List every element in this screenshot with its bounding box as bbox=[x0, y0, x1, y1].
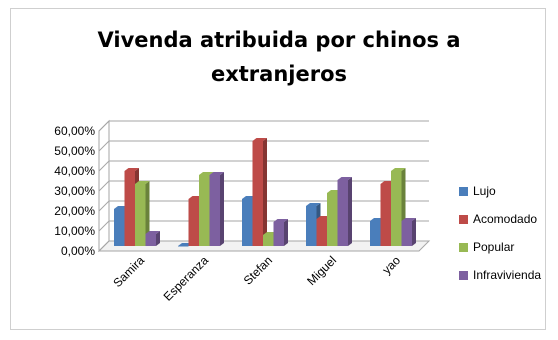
bar-front bbox=[242, 199, 253, 246]
bar-top bbox=[199, 172, 214, 175]
y-tick-label: 60,00% bbox=[54, 124, 95, 138]
bar bbox=[135, 181, 150, 246]
bar-front bbox=[401, 221, 412, 246]
bar bbox=[209, 172, 224, 246]
bar-top bbox=[124, 168, 139, 171]
category-label: Samira bbox=[110, 253, 147, 290]
legend-label: Infravivienda bbox=[473, 268, 542, 282]
bar-front bbox=[370, 221, 381, 246]
bar-front bbox=[263, 235, 274, 246]
bar-front bbox=[124, 171, 135, 246]
bar-side bbox=[412, 218, 416, 246]
y-tick-label: 20,00% bbox=[54, 204, 95, 218]
chart-title: Vivenda atribuida por chinos a extranjer… bbox=[11, 23, 547, 91]
bar-top bbox=[273, 219, 288, 222]
chart-frame: Vivenda atribuida por chinos a extranjer… bbox=[10, 8, 546, 330]
bar-top bbox=[252, 138, 267, 141]
bar-front bbox=[273, 222, 284, 246]
legend-item: Infravivienda bbox=[459, 261, 541, 289]
legend-label: Lujo bbox=[473, 184, 496, 198]
gridline-depth bbox=[98, 140, 110, 152]
bar-side bbox=[145, 181, 150, 246]
legend-label: Acomodado bbox=[473, 212, 538, 226]
y-tick-label: 40,00% bbox=[54, 164, 95, 178]
legend-swatch bbox=[459, 242, 468, 252]
bar-front bbox=[209, 175, 220, 246]
bar-front bbox=[199, 175, 210, 246]
bar-front bbox=[145, 234, 156, 246]
legend-item: Acomodado bbox=[459, 205, 541, 233]
bar bbox=[252, 138, 267, 246]
legend-swatch bbox=[459, 270, 468, 280]
bar-front bbox=[327, 193, 338, 246]
bar-front bbox=[391, 171, 402, 246]
bar-side bbox=[156, 231, 160, 246]
y-tick-label: 0,00% bbox=[61, 244, 95, 258]
bar-front bbox=[135, 184, 146, 246]
y-tick-label: 50,00% bbox=[54, 144, 95, 158]
bar bbox=[273, 219, 288, 246]
bar-front bbox=[306, 206, 317, 246]
category-label: Esperanza bbox=[161, 253, 212, 304]
gridline-depth bbox=[98, 160, 110, 172]
category-label: Miguel bbox=[304, 253, 339, 288]
bar-front bbox=[188, 199, 199, 246]
chart-title-line-2: extranjeros bbox=[210, 62, 348, 86]
bar-front bbox=[316, 219, 327, 246]
legend-item: Popular bbox=[459, 233, 541, 261]
bar bbox=[145, 231, 160, 246]
bar-front bbox=[337, 180, 348, 246]
bar bbox=[337, 177, 352, 246]
bar-side bbox=[220, 172, 224, 246]
bar-side bbox=[348, 177, 352, 246]
category-label: Stefan bbox=[241, 253, 275, 287]
chart-title-line-1: Vivenda atribuida por chinos a bbox=[97, 28, 461, 52]
gridline-depth bbox=[98, 200, 110, 212]
bar-top bbox=[337, 177, 352, 180]
bar bbox=[401, 218, 416, 246]
bar-top bbox=[145, 231, 160, 234]
category-label: yao bbox=[380, 253, 404, 277]
gridline-depth bbox=[98, 220, 110, 232]
legend-swatch bbox=[459, 186, 468, 196]
gridline-depth bbox=[98, 120, 110, 132]
legend-label: Popular bbox=[473, 240, 515, 254]
bar-front bbox=[114, 209, 125, 246]
bar-top bbox=[306, 203, 321, 206]
legend-swatch bbox=[459, 214, 468, 224]
y-tick-label: 10,00% bbox=[54, 224, 95, 238]
bar-top bbox=[391, 168, 406, 171]
gridline-depth bbox=[98, 240, 110, 252]
gridline-depth bbox=[98, 180, 110, 192]
bar-front bbox=[252, 141, 263, 246]
bar-side bbox=[284, 219, 288, 246]
chart-plot: 0,00% 10,00% 20,00% 30,00% 40,00% 50,00% 60,00… bbox=[54, 119, 431, 304]
legend-item: Lujo bbox=[459, 177, 541, 205]
y-tick-label: 30,00% bbox=[54, 184, 95, 198]
bar-front bbox=[380, 184, 391, 246]
bar-top bbox=[209, 172, 224, 175]
bar-top bbox=[401, 218, 416, 221]
bar-front bbox=[178, 246, 189, 247]
bar-side bbox=[263, 138, 267, 246]
chart-legend: Lujo Acomodado Popular Infravivienda bbox=[459, 177, 541, 289]
bar-top bbox=[135, 181, 150, 184]
